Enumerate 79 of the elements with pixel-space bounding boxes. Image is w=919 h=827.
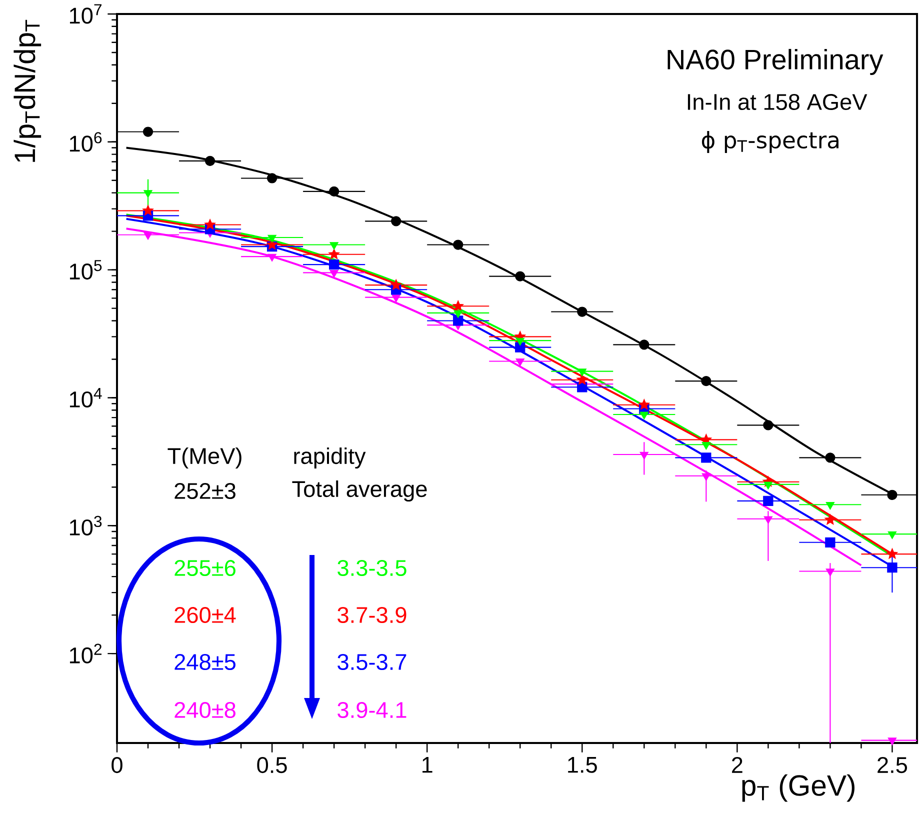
y-tick-label: 10$^{6}$ [70,132,102,152]
point [515,342,526,352]
point [391,216,402,226]
point [516,338,525,346]
y-tick-label: 10$^{7}$ [70,4,102,24]
point [268,254,276,262]
point [701,452,712,463]
point [825,452,836,463]
point [330,242,338,250]
annotation: Total average [292,480,427,502]
x-tick-label: 2 [732,757,742,773]
point [268,234,276,243]
y-tick-label: 10$^{5}$ [70,260,102,280]
point [390,279,402,290]
point [328,248,340,260]
text: 255±6 [174,560,236,576]
point [577,306,588,317]
point [144,232,152,240]
point [763,420,774,430]
y-tick-label: 10$^{2}$ [70,644,102,664]
point [142,126,154,137]
text: 240±8 [174,702,236,718]
x-tick-label: 0.5 [257,757,287,774]
x-tick-label: 2.5 [878,757,908,774]
legend-title: T(MeV) [168,447,242,469]
point [888,531,897,540]
annotation: 3.3-3.5 [338,560,406,576]
annotation: ϕ p$_{T}$-spectra [702,131,838,153]
y-tick-label: 10$^{3}$ [70,516,102,536]
point [701,376,712,386]
point [887,490,898,500]
point [330,270,338,278]
point [453,316,464,326]
point [826,502,835,510]
point [328,186,340,197]
point [763,496,774,506]
annotation: rapidity [294,447,366,469]
point [702,473,711,481]
point [452,300,464,311]
point [454,310,463,318]
point [825,537,836,548]
y-axis-title: 1/p$_{T}$dN/dp$_{T}$ [14,20,42,162]
point [392,294,401,302]
point [142,204,154,216]
point [702,442,711,450]
text: 248±5 [174,654,236,670]
point [826,568,835,576]
point [888,738,897,746]
point [887,562,898,573]
x-tick-label: 0 [112,757,122,774]
x-tick-label: 1 [422,757,432,773]
point [824,514,836,525]
point [639,340,650,350]
point [886,548,898,559]
x-tick-label: 1.5 [568,757,597,773]
point [204,218,216,230]
point [638,398,650,410]
point [576,374,588,385]
text: 260±4 [174,606,236,624]
annotation: 3.9-4.1 [338,702,406,718]
y-tick-label: 10$^{4}$ [70,388,102,408]
point [266,173,278,184]
point [515,271,526,282]
text: NA60 Preliminary [668,48,884,76]
annotation: 3.7-3.9 [338,606,406,624]
point [764,516,773,524]
text: In-In at 158 AGeV [688,94,868,110]
point [516,358,525,366]
point [328,259,340,270]
point [578,368,587,376]
point [640,412,649,420]
text: 252±3 [174,482,236,500]
point [764,482,773,490]
point [453,240,464,250]
point [640,452,649,460]
annotation: 3.5-3.7 [338,654,406,670]
x-axis-title: p$_{T}$ (GeV) [742,774,854,802]
point [144,190,152,198]
point [204,156,216,166]
